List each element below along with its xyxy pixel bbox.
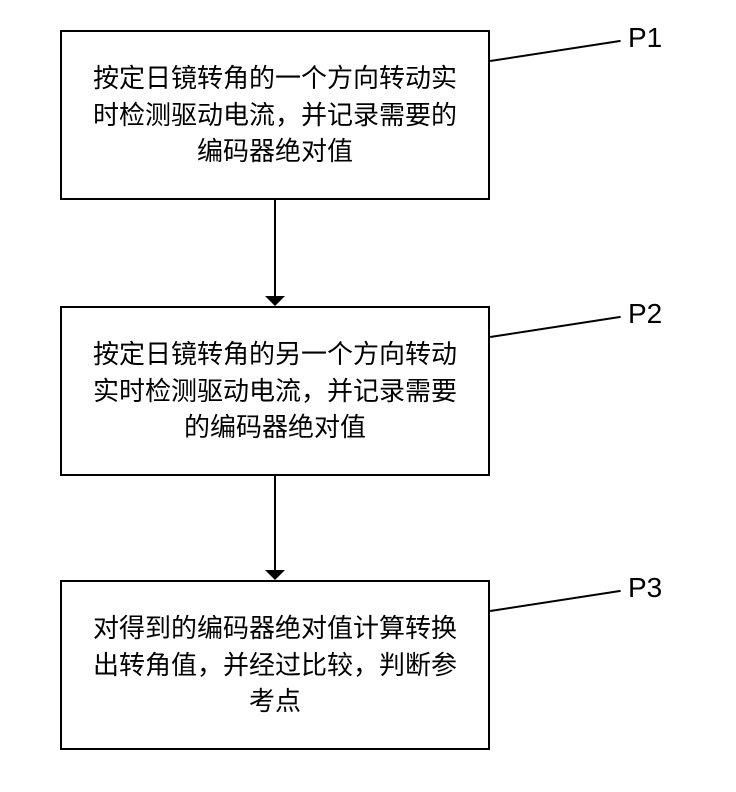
lead-line-p3 bbox=[490, 590, 620, 612]
flow-box-text: 对得到的编码器绝对值计算转换出转角值，并经过比较，判断参考点 bbox=[82, 610, 468, 719]
arrow-head-icon bbox=[265, 570, 285, 580]
flow-box-p3: 对得到的编码器绝对值计算转换出转角值，并经过比较，判断参考点 bbox=[60, 580, 490, 750]
step-label-p2: P2 bbox=[628, 298, 662, 330]
flow-box-p2: 按定日镜转角的另一个方向转动实时检测驱动电流，并记录需要的编码器绝对值 bbox=[60, 306, 490, 476]
flow-box-text: 按定日镜转角的一个方向转动实时检测驱动电流，并记录需要的编码器绝对值 bbox=[82, 60, 468, 169]
flow-box-p1: 按定日镜转角的一个方向转动实时检测驱动电流，并记录需要的编码器绝对值 bbox=[60, 30, 490, 200]
arrow-line-p2-p3 bbox=[274, 476, 276, 570]
arrow-line-p1-p2 bbox=[274, 200, 276, 296]
lead-line-p1 bbox=[490, 40, 620, 62]
arrow-head-icon bbox=[265, 296, 285, 306]
flow-box-text: 按定日镜转角的另一个方向转动实时检测驱动电流，并记录需要的编码器绝对值 bbox=[82, 336, 468, 445]
step-label-p1: P1 bbox=[628, 22, 662, 54]
lead-line-p2 bbox=[490, 316, 620, 338]
step-label-p3: P3 bbox=[628, 572, 662, 604]
